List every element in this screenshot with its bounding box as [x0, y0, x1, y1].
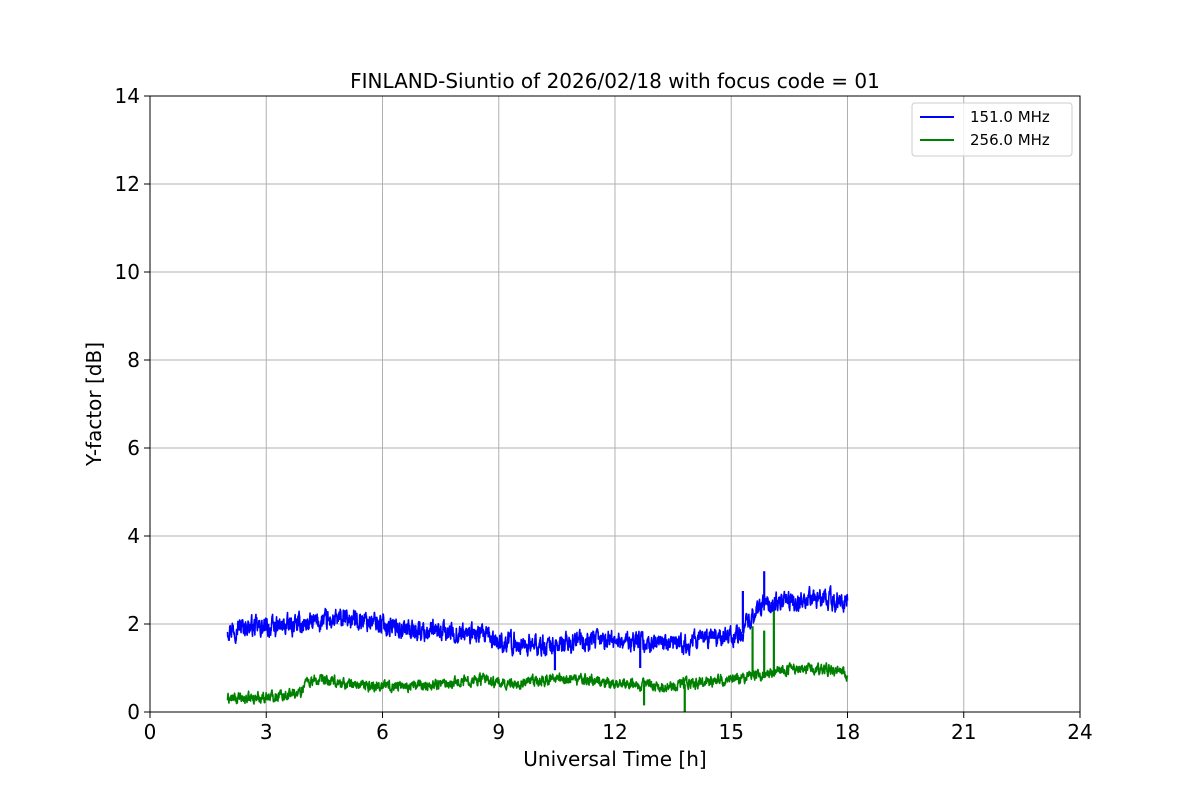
legend-label-256-mhz: 256.0 MHz	[970, 131, 1050, 149]
x-axis-label: Universal Time [h]	[523, 747, 706, 771]
x-tick-label: 21	[951, 720, 976, 744]
legend: 151.0 MHz 256.0 MHz	[911, 102, 1073, 157]
y-tick-label: 10	[115, 260, 140, 284]
x-tick-label: 12	[602, 720, 627, 744]
y-tick-label: 2	[127, 612, 140, 636]
y-tick-label: 0	[127, 700, 140, 724]
y-tick-label: 12	[115, 172, 140, 196]
y-tick-label: 14	[115, 84, 140, 108]
x-tick-label: 0	[144, 720, 157, 744]
y-axis-label: Y-factor [dB]	[82, 342, 106, 467]
y-tick-label: 4	[127, 524, 140, 548]
x-tick-label: 3	[260, 720, 273, 744]
x-tick-label: 24	[1067, 720, 1092, 744]
series-layer	[226, 571, 849, 712]
x-tick-label: 9	[492, 720, 505, 744]
x-tick-label: 6	[376, 720, 389, 744]
legend-label-151-mhz: 151.0 MHz	[970, 108, 1050, 126]
series-line	[226, 662, 849, 705]
y-tick-label: 6	[127, 436, 140, 460]
y-tick-label: 8	[127, 348, 140, 372]
chart-title: FINLAND-Siuntio of 2026/02/18 with focus…	[350, 69, 880, 93]
x-tick-label: 18	[835, 720, 860, 744]
series-line	[226, 585, 849, 657]
x-tick-label: 15	[719, 720, 744, 744]
